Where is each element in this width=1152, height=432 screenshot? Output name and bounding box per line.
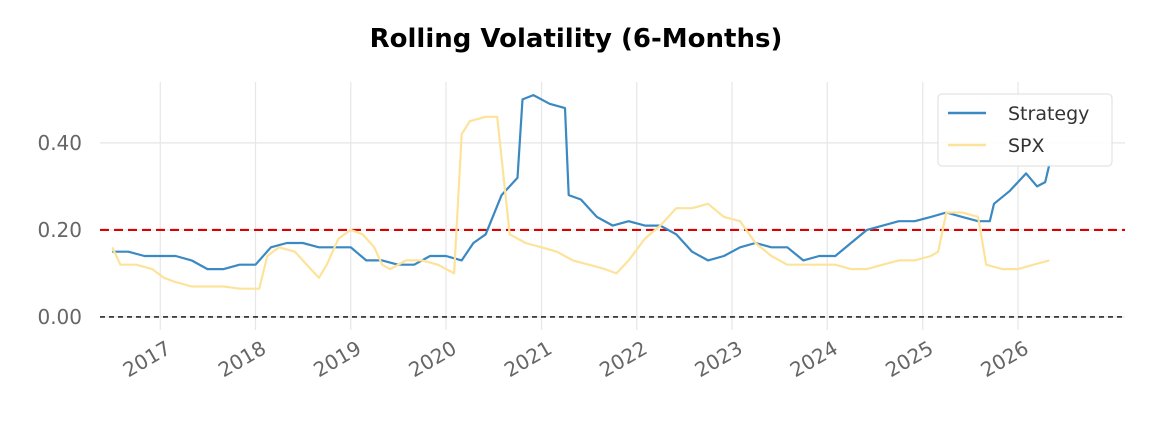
legend-label-spx: SPX	[1008, 135, 1045, 157]
series-line-strategy	[112, 93, 1051, 271]
chart-title: Rolling Volatility (6-Months)	[370, 24, 783, 54]
series-line-spx	[111, 115, 1050, 290]
x-tick-label: 2018	[214, 336, 270, 382]
x-tick-label: 2019	[309, 336, 365, 382]
y-tick-label: 0.20	[37, 218, 82, 242]
y-tick-label: 0.00	[37, 305, 82, 329]
x-tick-label: 2026	[976, 336, 1032, 382]
x-tick-label: 2021	[500, 336, 556, 382]
reference-lines	[100, 228, 1125, 318]
x-tick-label: 2017	[119, 336, 175, 382]
x-tick-label: 2023	[690, 336, 746, 382]
y-axis-ticks: 0.00 0.20 0.40	[37, 131, 82, 329]
x-tick-label: 2025	[881, 336, 937, 382]
x-tick-label: 2022	[595, 336, 651, 382]
x-axis-ticks: 2017 2018 2019 2020 2021 2022 2023 2024 2025 2026	[119, 336, 1033, 382]
series-lines	[111, 93, 1051, 290]
x-tick-label: 2020	[404, 336, 460, 382]
y-tick-label: 0.40	[37, 131, 82, 155]
legend-label-strategy: Strategy	[1008, 103, 1089, 125]
x-tick-label: 2024	[786, 336, 842, 382]
legend: Strategy SPX	[937, 93, 1113, 167]
